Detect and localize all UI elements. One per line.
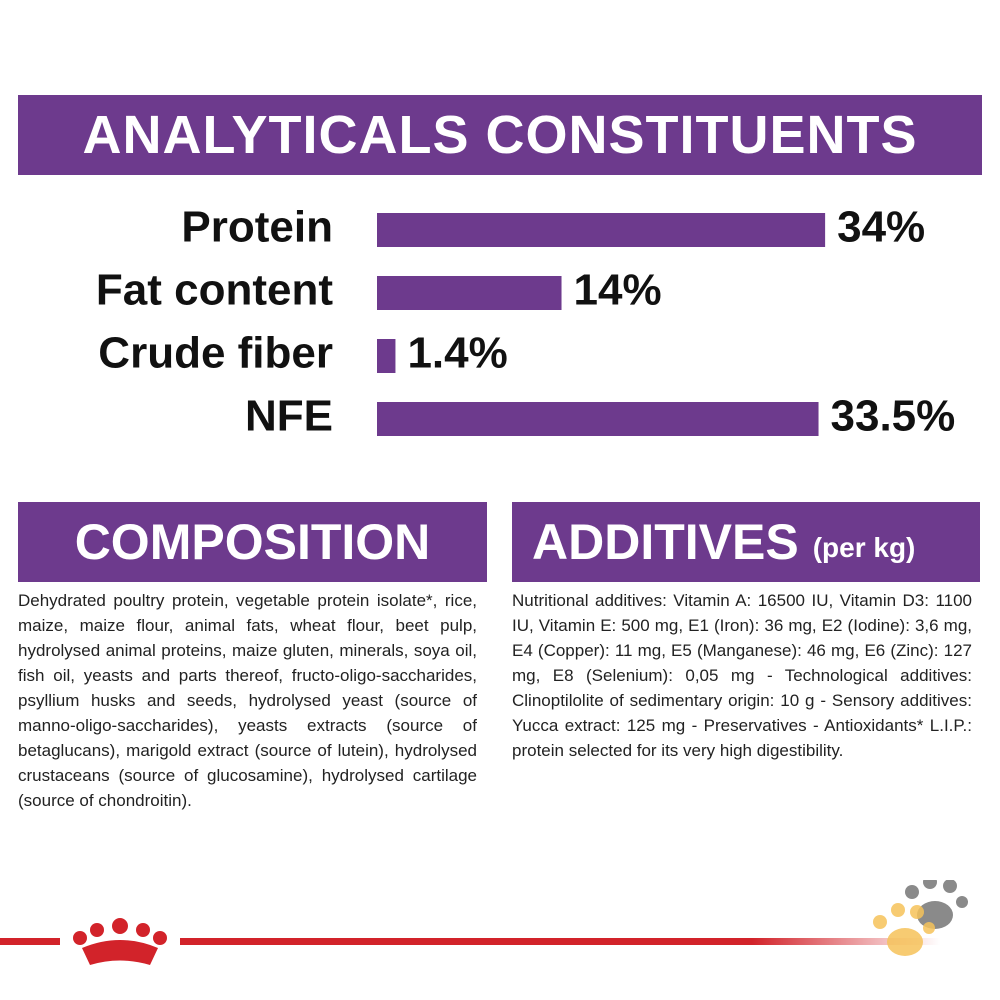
additives-text: Nutritional additives: Vitamin A: 16500 … <box>512 591 972 760</box>
chart-title: ANALYTICALS CONSTITUENTS <box>82 105 918 165</box>
value-label: 14% <box>574 266 662 315</box>
composition-title: COMPOSITION <box>74 514 431 570</box>
additives-banner: ADDITIVES (per kg) <box>512 502 980 582</box>
red-line <box>0 938 940 945</box>
title-banner: ANALYTICALS CONSTITUENTS <box>18 95 982 175</box>
category-label: Fat content <box>96 266 333 315</box>
footer-decoration <box>0 880 968 965</box>
composition-banner: COMPOSITION <box>18 502 487 582</box>
bar <box>377 402 819 436</box>
bar <box>377 339 396 373</box>
value-label: 34% <box>837 203 925 252</box>
paw-icons <box>873 880 968 956</box>
category-label: Protein <box>181 203 333 252</box>
additives-subtitle: (per kg) <box>812 532 916 563</box>
additives-title: ADDITIVES <box>532 514 799 570</box>
category-label: NFE <box>245 392 333 441</box>
crown-logo <box>60 918 180 965</box>
bar <box>377 276 562 310</box>
value-label: 1.4% <box>407 329 507 378</box>
category-label: Crude fiber <box>98 329 333 378</box>
chart: Protein 34% Fat content 14% Crude fiber 1.4% N… <box>96 203 956 441</box>
value-label: 33.5% <box>831 392 956 441</box>
bar <box>377 213 826 247</box>
composition-text: Dehydrated poultry protein, vegetable pr… <box>18 591 477 810</box>
